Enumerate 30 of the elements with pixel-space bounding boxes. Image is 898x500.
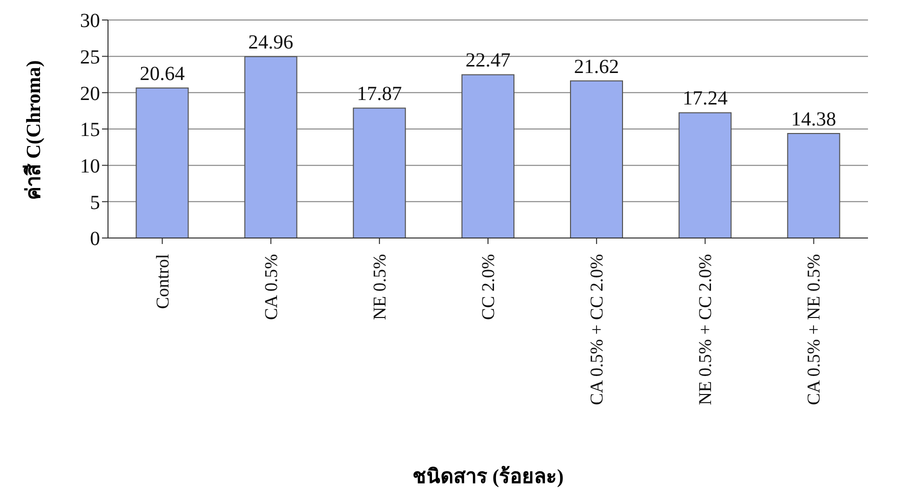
y-tick-label: 25 xyxy=(80,46,100,68)
data-label: 17.87 xyxy=(356,83,402,106)
bar xyxy=(136,88,189,238)
x-tick-label: CC 2.0% xyxy=(478,254,498,320)
x-tick-label: CA 0.5% + NE 0.5% xyxy=(804,254,824,406)
data-label: 20.64 xyxy=(140,63,185,86)
y-tick-label: 10 xyxy=(80,155,100,178)
data-label: 14.38 xyxy=(791,108,836,131)
data-label: 24.96 xyxy=(248,32,294,54)
y-tick-label: 20 xyxy=(80,82,100,105)
data-label: 22.47 xyxy=(465,50,510,72)
bar xyxy=(678,112,732,238)
bar xyxy=(352,108,406,238)
y-tick-label: 15 xyxy=(80,119,100,142)
bar xyxy=(787,133,840,238)
y-tick-label: 5 xyxy=(90,192,100,214)
x-tick-label: NE 0.5% + CC 2.0% xyxy=(695,254,716,406)
data-label: 17.24 xyxy=(682,88,728,110)
x-tick-label: CA 0.5% xyxy=(260,254,281,320)
bar xyxy=(570,80,624,238)
x-axis-title: ชนิดสาร (ร้อยละ) xyxy=(411,464,565,490)
x-tick-label: NE 0.5% xyxy=(369,254,390,320)
x-tick-label: CA 0.5% + CC 2.0% xyxy=(586,254,607,406)
y-tick-label: 0 xyxy=(90,228,100,250)
x-tick-label: Control xyxy=(152,254,172,310)
y-tick-label: 30 xyxy=(80,10,100,32)
y-axis-title: ค่าสี C(Chroma) xyxy=(22,60,46,200)
data-label: 21.62 xyxy=(574,56,620,78)
bar xyxy=(244,56,298,238)
bar xyxy=(461,74,514,238)
